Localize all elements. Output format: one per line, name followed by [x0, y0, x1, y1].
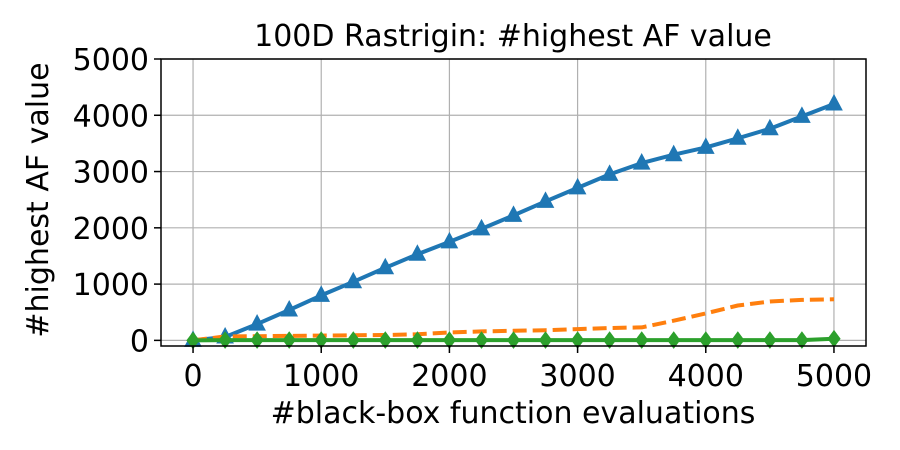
y-tick-label: 5000: [73, 43, 149, 78]
series-1-point: [600, 164, 619, 181]
x-tick-label: 3000: [539, 359, 615, 394]
x-tick-label: 5000: [796, 359, 872, 394]
series-1-point: [504, 205, 523, 222]
x-tick-label: 1000: [283, 359, 359, 394]
series-3-point: [827, 329, 841, 348]
series-1-point: [408, 244, 427, 261]
series-1-point: [793, 106, 811, 123]
x-tick-label: 2000: [411, 359, 487, 394]
series-1-point: [632, 153, 651, 170]
axis-ticks: 0 1000 2000 3000 4000 5000 0 1000 2000 3000 4000 50…: [73, 43, 872, 394]
series-3-point: [250, 331, 264, 349]
series-3-point: [410, 331, 425, 349]
y-tick-label: 2000: [73, 212, 149, 247]
series-3-point: [282, 331, 296, 349]
x-tick-label: 4000: [668, 359, 744, 394]
series-3-point: [506, 331, 521, 349]
series-3-point: [218, 331, 232, 349]
series-3: [186, 329, 841, 350]
series-1-point: [376, 257, 395, 275]
x-tick-label: 0: [183, 359, 202, 394]
series-3-point: [346, 331, 360, 349]
series-1-point: [280, 299, 299, 317]
series-3-point: [474, 331, 489, 349]
chart-title: 100D Rastrigin: #highest AF value: [254, 19, 772, 54]
series-1-point: [761, 118, 779, 136]
series-3-point: [763, 331, 777, 349]
series-layer: [184, 93, 843, 350]
series-3-point: [667, 331, 681, 349]
series-2: [192, 297, 835, 343]
y-tick-label: 1000: [73, 268, 149, 303]
series-3-point: [602, 331, 617, 349]
series-1-point: [440, 231, 459, 249]
plot-frame: [160, 58, 867, 347]
series-1-point: [344, 271, 363, 289]
y-tick-label: 4000: [73, 99, 149, 134]
series-1-point: [248, 314, 266, 331]
series-1-point: [728, 128, 747, 145]
series-3-point: [795, 331, 809, 349]
series-1: [184, 93, 843, 347]
series-3-point: [538, 331, 553, 349]
series-1-point: [472, 218, 491, 236]
y-axis-label: #highest AF value: [21, 62, 56, 337]
series-3-point: [635, 331, 649, 349]
series-3-point: [378, 331, 392, 349]
series-3-point: [731, 331, 745, 349]
series-1-point: [568, 177, 587, 195]
series-1-point: [825, 93, 843, 111]
y-tick-label: 0: [130, 324, 149, 359]
x-axis-label: #black-box function evaluations: [271, 396, 756, 431]
y-tick-label: 3000: [73, 156, 149, 191]
series-1-point: [536, 191, 555, 208]
series-2-line: [192, 297, 835, 343]
series-1-point: [664, 144, 683, 162]
series-1-point: [312, 285, 331, 302]
series-1-point: [696, 137, 715, 154]
